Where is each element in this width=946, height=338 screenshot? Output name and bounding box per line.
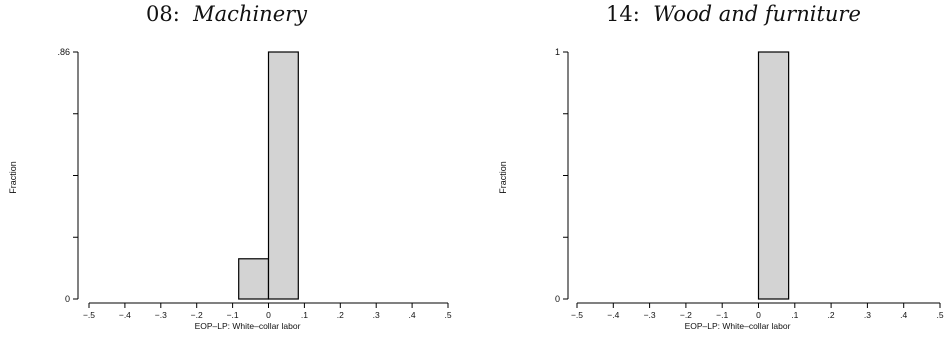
x-tick-label: .3 bbox=[373, 310, 380, 320]
x-tick-label: .2 bbox=[337, 310, 344, 320]
x-tick-label: −.2 bbox=[680, 310, 692, 320]
x-tick-label: 0 bbox=[266, 310, 271, 320]
x-tick-label: .5 bbox=[936, 310, 943, 320]
x-tick-label: .1 bbox=[301, 310, 308, 320]
y-tick-label: 0 bbox=[65, 294, 70, 304]
histogram-bar-0 bbox=[757, 51, 790, 300]
x-tick-label: .5 bbox=[444, 310, 451, 320]
x-tick-label: −.1 bbox=[716, 310, 728, 320]
histogram-bar-0 bbox=[238, 258, 270, 300]
x-tick-label: −.3 bbox=[155, 310, 167, 320]
x-tick-label: .4 bbox=[900, 310, 907, 320]
x-tick-label: −.2 bbox=[191, 310, 203, 320]
y-axis-label: Fraction bbox=[8, 161, 18, 194]
x-tick-label: −.5 bbox=[83, 310, 95, 320]
x-tick-label: .3 bbox=[864, 310, 871, 320]
histogram-machinery: .86 0 Fraction −.5 −.4 −.3 −.2 −.1 0 .1 .2 .3 .4 .5 EO… bbox=[8, 47, 452, 331]
y-tick-label: 0 bbox=[555, 294, 560, 304]
x-tick-label: −.5 bbox=[571, 310, 583, 320]
x-tick-label: .2 bbox=[828, 310, 835, 320]
x-tick-label: −.4 bbox=[607, 310, 619, 320]
y-tick-label: 1 bbox=[555, 47, 560, 57]
x-axis-label: EOP–LP: White–collar labor bbox=[685, 321, 791, 331]
title-number: 14: bbox=[606, 2, 640, 26]
chart-title-wood-furniture: 14: Wood and furniture bbox=[606, 2, 861, 26]
title-number: 08: bbox=[146, 2, 180, 26]
title-name: Wood and furniture bbox=[653, 2, 861, 26]
y-axis-label: Fraction bbox=[498, 161, 508, 194]
x-tick-label: .1 bbox=[791, 310, 798, 320]
x-tick-label: −.1 bbox=[227, 310, 239, 320]
title-name: Machinery bbox=[193, 2, 308, 26]
x-tick-label: −.4 bbox=[119, 310, 131, 320]
histogram-bar-1 bbox=[267, 51, 299, 300]
x-tick-label: −.3 bbox=[644, 310, 656, 320]
histogram-wood-furniture: 1 0 Fraction −.5 −.4 −.3 −.2 −.1 0 .1 .2 .3 .4 .5 EOP–… bbox=[498, 47, 944, 331]
chart-title-machinery: 08: Machinery bbox=[146, 2, 307, 26]
x-tick-label: 0 bbox=[756, 310, 761, 320]
x-tick-label: .4 bbox=[409, 310, 416, 320]
x-axis-label: EOP–LP: White–collar labor bbox=[195, 321, 301, 331]
y-tick-label: .86 bbox=[57, 47, 70, 57]
